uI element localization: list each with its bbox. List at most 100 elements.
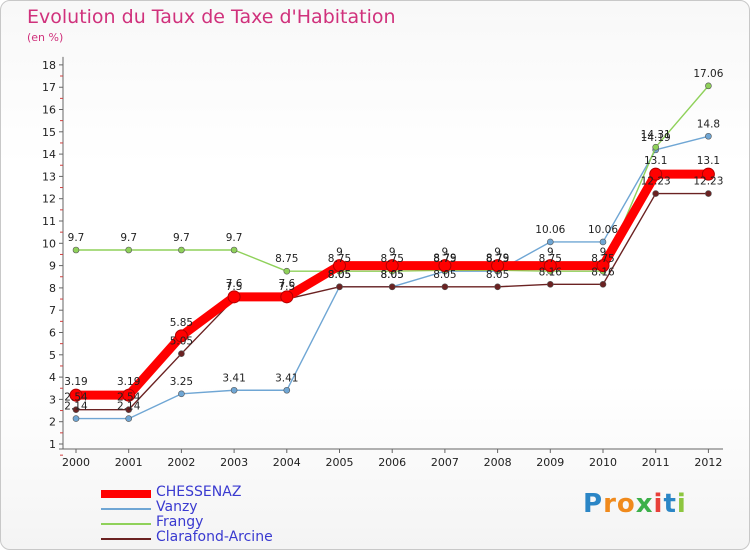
data-label: 9 — [494, 247, 501, 259]
chart-legend: CHESSENAZ Vanzy Frangy Clarafond-Arcine — [101, 484, 361, 546]
data-label: 7.5 — [226, 281, 243, 293]
y-tick-label: 2 — [49, 416, 56, 429]
data-label: 8.05 — [328, 269, 351, 281]
data-label: 7.6 — [278, 278, 295, 290]
y-tick-label: 7 — [49, 304, 56, 317]
data-point — [649, 167, 663, 181]
legend-label: Clarafond-Arcine — [156, 529, 273, 545]
y-tick-label: 15 — [42, 126, 56, 139]
data-label: 17.06 — [693, 68, 723, 80]
x-tick-label: 2011 — [642, 456, 670, 469]
legend-item: Frangy — [101, 514, 361, 531]
data-label: 9.7 — [120, 232, 137, 244]
data-label: 13.1 — [697, 155, 720, 167]
data-label: 2.54 — [117, 392, 141, 404]
x-tick-label: 2001 — [115, 456, 143, 469]
data-point — [125, 406, 132, 413]
data-label: 8.75 — [433, 253, 456, 265]
data-point — [491, 259, 505, 273]
data-point — [701, 167, 715, 181]
data-point — [72, 415, 80, 422]
data-label: 8.79 — [433, 252, 456, 264]
legend-swatch-chessenaz — [101, 490, 151, 498]
data-label: 14.8 — [697, 118, 720, 130]
data-label: 8.75 — [591, 253, 614, 265]
y-tick-label: 11 — [42, 215, 56, 228]
data-point — [546, 238, 554, 246]
data-point — [283, 386, 291, 394]
data-point — [385, 259, 399, 273]
logo-letter: i — [653, 489, 664, 519]
data-point — [438, 259, 452, 273]
data-label: 13.1 — [644, 155, 667, 167]
data-point — [69, 388, 83, 402]
y-tick-label: 4 — [49, 371, 56, 384]
x-tick-label: 2000 — [62, 456, 90, 469]
data-label: 3.19 — [117, 376, 140, 388]
y-tick-label: 3 — [49, 393, 56, 406]
data-point — [72, 246, 80, 254]
proxiti-logo: Proxiti — [583, 489, 687, 519]
data-point — [599, 281, 607, 288]
data-point — [230, 386, 238, 394]
data-point — [178, 390, 185, 398]
legend-swatch-vanzy — [101, 508, 151, 510]
y-tick-label: 1 — [49, 438, 56, 451]
data-point — [72, 406, 80, 413]
data-label: 3.41 — [275, 372, 298, 384]
y-tick-label: 12 — [42, 193, 56, 206]
legend-swatch-clarafond-arcine — [101, 538, 151, 540]
data-point — [174, 329, 188, 343]
data-label: 7.5 — [278, 281, 295, 293]
data-label: 8.16 — [539, 266, 563, 278]
data-label: 14.19 — [641, 132, 671, 144]
data-point — [178, 350, 185, 357]
data-label: 5.85 — [170, 317, 193, 329]
data-label: 9 — [547, 247, 554, 259]
logo-letter: t — [663, 489, 677, 519]
data-label: 9.7 — [68, 232, 85, 244]
logo-letter: P — [583, 489, 604, 519]
logo-letter: r — [603, 489, 617, 519]
x-tick-label: 2008 — [484, 456, 512, 469]
logo-letter: o — [616, 489, 636, 519]
data-point — [333, 259, 346, 273]
chart-subtitle: (en %) — [27, 31, 64, 44]
data-label: 8.75 — [381, 253, 404, 265]
data-point — [546, 281, 554, 288]
data-label: 8.75 — [486, 253, 509, 265]
legend-item: Clarafond-Arcine — [101, 529, 361, 546]
data-label: 9 — [336, 247, 343, 259]
data-point — [280, 290, 294, 304]
data-point — [283, 267, 291, 275]
y-tick-label: 17 — [42, 81, 56, 94]
data-point — [230, 246, 238, 254]
data-point — [125, 246, 132, 254]
data-label: 12.23 — [641, 176, 671, 188]
legend-label: Frangy — [156, 514, 204, 530]
data-label: 8.05 — [381, 269, 404, 281]
data-label: 8.05 — [433, 269, 456, 281]
data-label: 2.14 — [64, 401, 88, 413]
chart-title: Evolution du Taux de Taxe d'Habitation — [27, 6, 396, 28]
data-label: 7.6 — [226, 278, 243, 290]
data-point — [543, 259, 557, 273]
y-tick-label: 13 — [42, 170, 56, 183]
logo-letter: x — [635, 489, 654, 519]
logo-letter: i — [676, 489, 687, 519]
data-label: 2.54 — [64, 392, 88, 404]
data-label: 9 — [600, 247, 607, 259]
data-label: 8.75 — [539, 253, 562, 265]
data-point — [441, 283, 449, 291]
data-label: 9.7 — [173, 232, 190, 244]
x-tick-label: 2007 — [431, 456, 459, 469]
data-label: 3.25 — [170, 376, 193, 388]
y-tick-label: 16 — [42, 104, 56, 117]
y-tick-label: 6 — [49, 327, 56, 340]
data-point — [227, 290, 241, 304]
legend-item: CHESSENAZ — [101, 484, 361, 501]
data-point — [336, 283, 343, 291]
data-point — [494, 283, 501, 291]
x-tick-label: 2010 — [589, 456, 617, 469]
y-tick-label: 8 — [49, 282, 56, 295]
